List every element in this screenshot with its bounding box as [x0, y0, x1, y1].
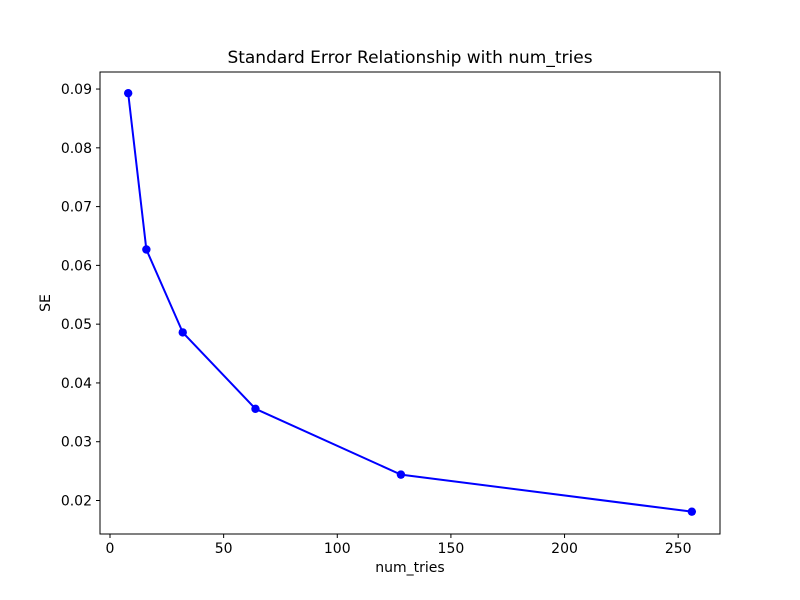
y-tick-label: 0.04 [61, 376, 92, 392]
data-point [251, 404, 260, 414]
data-point [687, 507, 697, 516]
data-point [142, 245, 151, 254]
series-line [127, 93, 692, 513]
data-point [178, 328, 187, 337]
x-tick-label: 200 [551, 541, 578, 557]
data-point [396, 470, 406, 479]
y-tick-label: 0.08 [61, 141, 92, 157]
x-axis-label: num_tries [375, 560, 444, 576]
plot-area-border [99, 71, 721, 535]
y-tick-label: 0.09 [61, 82, 92, 98]
y-tick-label: 0.05 [61, 317, 92, 333]
x-tick-label: 250 [665, 541, 692, 557]
x-tick-label: 50 [215, 541, 233, 557]
data-point [123, 88, 133, 98]
y-tick-label: 0.07 [61, 200, 92, 216]
y-tick-label: 0.03 [61, 435, 92, 451]
y-tick-label: 0.02 [61, 493, 92, 509]
y-axis-label: SE [38, 294, 54, 312]
y-tick-label: 0.06 [61, 258, 92, 274]
x-tick-label: 0 [106, 541, 115, 557]
chart-title: Standard Error Relationship with num_tri… [227, 48, 592, 68]
x-tick-label: 150 [438, 541, 465, 557]
x-tick-label: 100 [324, 541, 351, 557]
